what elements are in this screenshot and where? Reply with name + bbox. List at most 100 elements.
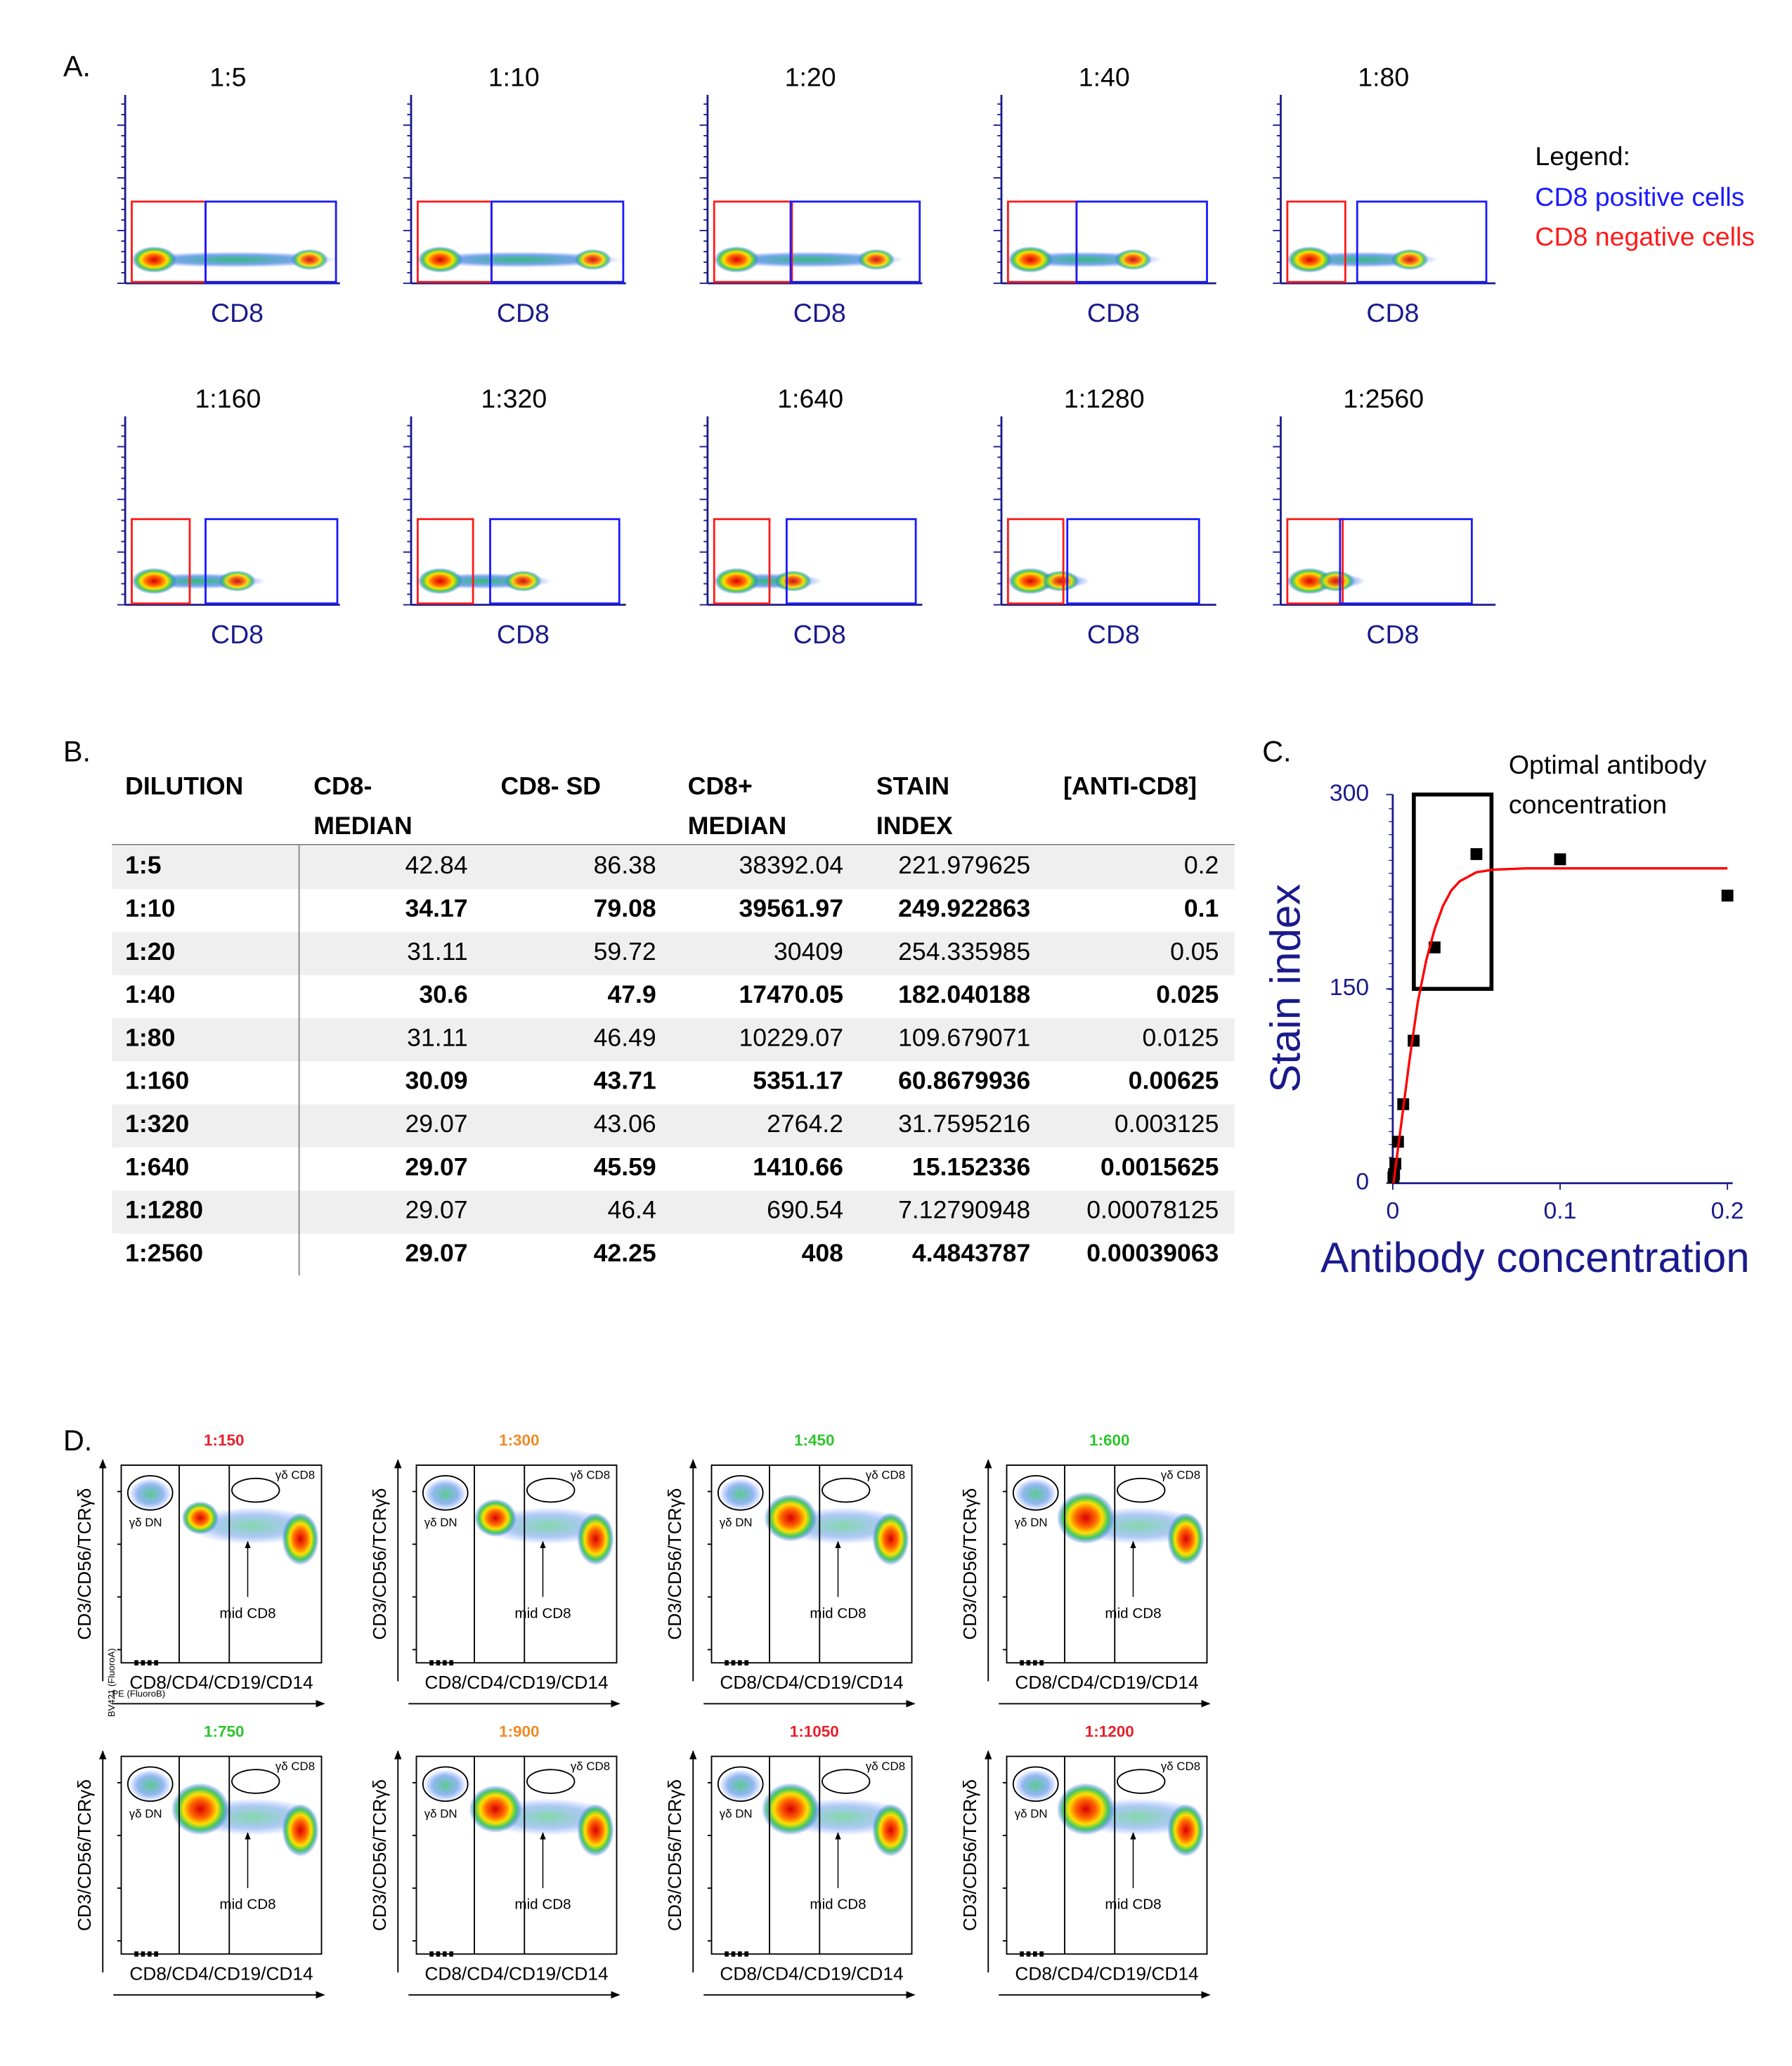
- axis-mark: [738, 1660, 742, 1665]
- gate-label: γδ CD8: [571, 1760, 610, 1773]
- table-cell: 1:640: [125, 1152, 189, 1181]
- table-cell: 0.05: [1170, 937, 1219, 966]
- cell-cluster: [719, 1769, 762, 1802]
- positive-gate: [789, 200, 921, 283]
- table-cell: 7.12790948: [898, 1196, 1030, 1224]
- row-shade: [112, 932, 1235, 975]
- gate-label: γδ DN: [720, 1516, 753, 1529]
- flow-plot: [99, 1459, 325, 1708]
- table-cell: 0.0125: [1142, 1023, 1219, 1051]
- table-cell: 0.00625: [1129, 1067, 1219, 1095]
- flow-plot: [403, 95, 626, 285]
- x-axis-label: CD8/CD4/CD19/CD14: [720, 1672, 903, 1693]
- cell-cluster: [417, 568, 463, 595]
- table-cell: 0.003125: [1115, 1110, 1219, 1138]
- table-cell: 47.9: [607, 980, 656, 1008]
- cell-cluster: [424, 1478, 467, 1510]
- gate: [422, 1766, 469, 1802]
- gate: [717, 1475, 764, 1511]
- axis-mark: [1039, 1951, 1044, 1957]
- gate-label: γδ CD8: [275, 1760, 315, 1773]
- flow-plot: [985, 1459, 1211, 1708]
- x-axis-label: CD8/CD4/CD19/CD14: [129, 1963, 313, 1984]
- table-cell: 31.11: [407, 937, 467, 966]
- table-header: CD8-: [313, 772, 372, 800]
- x-axis-label: CD8: [793, 620, 846, 649]
- flow-plot: [993, 95, 1216, 285]
- table-cell: 1:5: [125, 851, 161, 879]
- row-shade: [112, 1104, 1235, 1148]
- axis-mark: [429, 1951, 434, 1957]
- plot-title: 1:150: [204, 1431, 245, 1449]
- positive-gate: [785, 518, 917, 605]
- table-cell: 29.07: [405, 1239, 468, 1267]
- plot-title: 1:640: [777, 384, 843, 413]
- cell-cluster: [1287, 568, 1332, 595]
- table-cell: 2764.2: [767, 1110, 843, 1138]
- axis-mark: [1033, 1951, 1037, 1957]
- axis-mark: [141, 1951, 145, 1957]
- gate-label: γδ DN: [129, 1516, 162, 1529]
- table-header: MEDIAN: [688, 812, 786, 840]
- flow-plot: [699, 95, 923, 285]
- x-axis-label: CD8: [211, 620, 264, 649]
- table-cell: 42.84: [405, 851, 468, 879]
- table-header: CD8+: [688, 772, 753, 800]
- cell-band: [713, 252, 906, 268]
- positive-gate: [1066, 518, 1200, 605]
- cell-cluster: [1014, 1478, 1057, 1510]
- axis-mark: [148, 1951, 152, 1957]
- table-cell: 408: [802, 1239, 843, 1267]
- table-cell: 86.38: [594, 851, 656, 879]
- gate-label: γδ CD8: [1161, 1468, 1200, 1481]
- table-cell: 1:20: [125, 937, 175, 966]
- cell-cluster: [761, 1783, 820, 1836]
- gate: [422, 1475, 469, 1511]
- flow-plot: [1273, 95, 1496, 285]
- cell-cluster: [1391, 249, 1429, 271]
- cell-cluster: [1008, 246, 1053, 273]
- gate-label: mid CD8: [219, 1605, 275, 1621]
- gate: [231, 1477, 280, 1503]
- table-header: MEDIAN: [313, 812, 412, 840]
- flow-plot: [99, 1750, 325, 1999]
- positive-gate: [490, 200, 625, 283]
- plot-title: 1:600: [1089, 1431, 1130, 1449]
- axis-mark: [449, 1660, 453, 1665]
- negative-gate: [1286, 200, 1346, 283]
- plot-title: 1:20: [785, 62, 836, 91]
- x-axis-label: CD8/CD4/CD19/CD14: [720, 1963, 903, 1984]
- table-cell: 1:1280: [125, 1196, 203, 1224]
- cell-cluster: [131, 568, 177, 595]
- cell-cluster: [574, 249, 611, 271]
- table-cell: 1:320: [125, 1110, 189, 1138]
- plot-title: 1:5: [209, 62, 246, 91]
- x-axis-label: CD8/CD4/CD19/CD14: [424, 1963, 608, 1984]
- y-tick-label: 0: [1356, 1169, 1369, 1195]
- data-point: [1721, 890, 1734, 902]
- panel-label: A.: [63, 50, 91, 82]
- cell-cluster: [857, 249, 895, 271]
- cell-cluster: [872, 1512, 909, 1566]
- table-cell: 4.4843787: [912, 1239, 1030, 1267]
- table-cell: 0.0015625: [1100, 1152, 1219, 1181]
- cell-cluster: [1318, 570, 1355, 592]
- legend-item: CD8 negative cells: [1535, 221, 1755, 251]
- flow-plot: [689, 1459, 916, 1708]
- plot-title: 1:900: [499, 1723, 540, 1741]
- axis-mark: [1026, 1660, 1031, 1665]
- axis-mark: [725, 1951, 729, 1957]
- cell-cluster: [282, 1803, 319, 1857]
- gate-label: γδ CD8: [571, 1468, 610, 1481]
- table-cell: 79.08: [594, 894, 656, 922]
- table-cell: 1:40: [125, 980, 175, 1008]
- positive-gate: [204, 518, 339, 605]
- flow-plot: [117, 95, 340, 285]
- y-axis-label: CD3/CD56/TCRγδ: [664, 1779, 685, 1931]
- table-cell: 31.11: [407, 1023, 467, 1051]
- axis-mark: [449, 1951, 453, 1957]
- negative-gate: [1286, 518, 1344, 605]
- flow-plot: [117, 416, 340, 606]
- table-cell: 29.07: [405, 1196, 468, 1224]
- plot-title: 1:1050: [790, 1723, 839, 1741]
